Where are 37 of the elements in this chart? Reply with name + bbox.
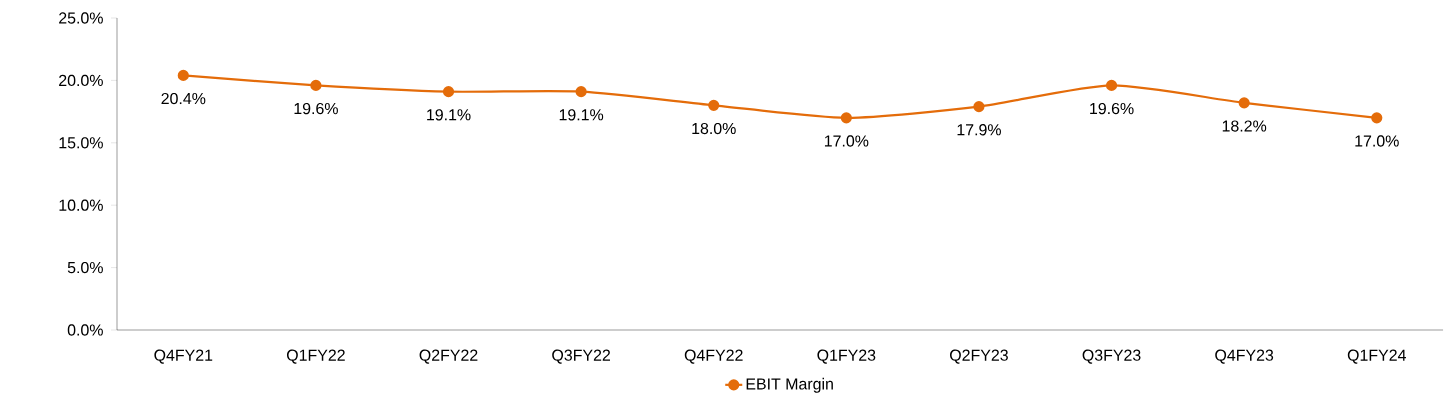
point (1371, 112, 1383, 124)
data-label: 18.0% (692, 122, 736, 135)
y-tick-label: 0.0% (67, 324, 103, 336)
y-tick-label: 20.0% (59, 74, 103, 87)
data-label: 17.9% (957, 124, 1001, 136)
x-tick-label: Q1FY24 (1347, 349, 1406, 364)
point (442, 86, 455, 98)
point (310, 79, 322, 91)
x-tick-label: Q1FY22 (286, 349, 345, 364)
x-tick-label: Q4FY21 (154, 349, 213, 364)
x-tick-label: Q1FY23 (817, 349, 876, 364)
point (177, 69, 189, 82)
y-tick-label: 15.0% (59, 137, 103, 149)
point (1238, 97, 1250, 109)
legend-label: EBIT Margin (746, 377, 833, 393)
x-tick-label: Q3FY22 (552, 349, 610, 364)
x-tick-label: Q2FY22 (419, 349, 478, 364)
point (1105, 79, 1118, 91)
data-label: 19.6% (1090, 102, 1134, 115)
y-tick-label: 5.0% (67, 261, 103, 274)
x-tick-label: Q2FY23 (950, 349, 1008, 364)
x-tick-label: Q4FY22 (684, 349, 743, 364)
point (973, 101, 985, 113)
point (575, 86, 587, 98)
data-label: 17.0% (1355, 135, 1399, 147)
data-label: 19.1% (427, 109, 471, 121)
y-tick-label: 25.0% (59, 12, 103, 24)
point (708, 99, 720, 111)
x-tick-label: Q4FY23 (1215, 349, 1274, 364)
data-label: 18.2% (1222, 120, 1267, 132)
data-label: 19.6% (294, 102, 338, 115)
data-label: 17.0% (824, 135, 869, 147)
data-label: 20.4% (161, 92, 206, 105)
point (840, 112, 852, 124)
y-tick-label: 10.0% (59, 199, 103, 211)
data-label: 19.1% (559, 109, 604, 121)
x-tick-label: Q3FY23 (1082, 349, 1141, 364)
